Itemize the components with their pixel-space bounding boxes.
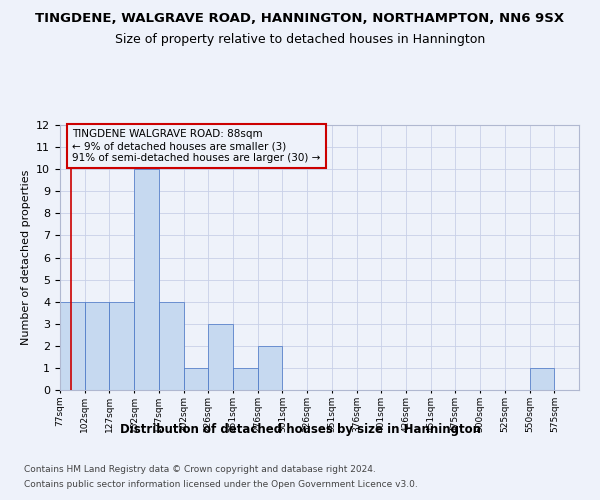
Bar	[530, 368, 554, 390]
Bar	[258, 346, 283, 390]
Bar	[85, 302, 109, 390]
Text: TINGDENE, WALGRAVE ROAD, HANNINGTON, NORTHAMPTON, NN6 9SX: TINGDENE, WALGRAVE ROAD, HANNINGTON, NOR…	[35, 12, 565, 26]
Text: Contains public sector information licensed under the Open Government Licence v3: Contains public sector information licen…	[24, 480, 418, 489]
Bar	[208, 324, 233, 390]
Text: Contains HM Land Registry data © Crown copyright and database right 2024.: Contains HM Land Registry data © Crown c…	[24, 465, 376, 474]
Y-axis label: Number of detached properties: Number of detached properties	[20, 170, 31, 345]
Bar	[233, 368, 258, 390]
Bar	[184, 368, 208, 390]
Bar	[109, 302, 134, 390]
Bar	[60, 302, 85, 390]
Text: Size of property relative to detached houses in Hannington: Size of property relative to detached ho…	[115, 32, 485, 46]
Bar	[159, 302, 184, 390]
Text: TINGDENE WALGRAVE ROAD: 88sqm
← 9% of detached houses are smaller (3)
91% of sem: TINGDENE WALGRAVE ROAD: 88sqm ← 9% of de…	[73, 130, 321, 162]
Bar	[134, 169, 159, 390]
Text: Distribution of detached houses by size in Hannington: Distribution of detached houses by size …	[119, 422, 481, 436]
